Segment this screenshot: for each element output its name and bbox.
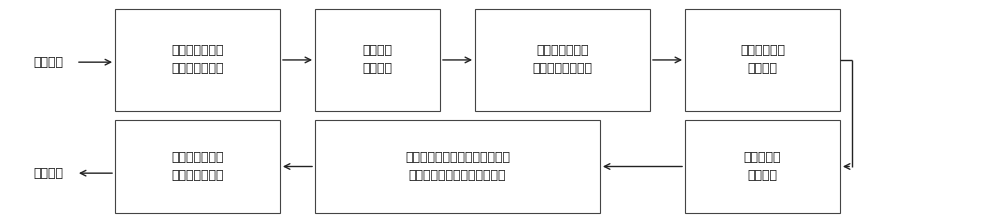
Text: 计算关键点
阴影坐标: 计算关键点 阴影坐标 [744,151,781,182]
Bar [115,120,280,213]
Text: 选取阴影计算
的关键点: 选取阴影计算 的关键点 [740,44,785,75]
Text: 排布方案: 排布方案 [33,167,63,180]
Bar [685,120,840,213]
Text: 设备参数: 设备参数 [33,56,63,69]
Bar [315,9,440,111]
Bar [475,9,650,111]
Bar [115,9,280,111]
Bar [685,9,840,111]
Text: 绘制关键点全年的阴影位置轨迹
线，计算相邻光伏设备的间距: 绘制关键点全年的阴影位置轨迹 线，计算相邻光伏设备的间距 [405,151,510,182]
Text: 建立跟踪式光伏
设备的三维模型: 建立跟踪式光伏 设备的三维模型 [171,44,224,75]
Text: 确定光伏面板的
复合旋转变换模型: 确定光伏面板的 复合旋转变换模型 [532,44,592,75]
Text: 给出光伏设备的
阵列式排布结果: 给出光伏设备的 阵列式排布结果 [171,151,224,182]
Text: 建立旋转
变换模型: 建立旋转 变换模型 [362,44,392,75]
Bar [315,120,600,213]
